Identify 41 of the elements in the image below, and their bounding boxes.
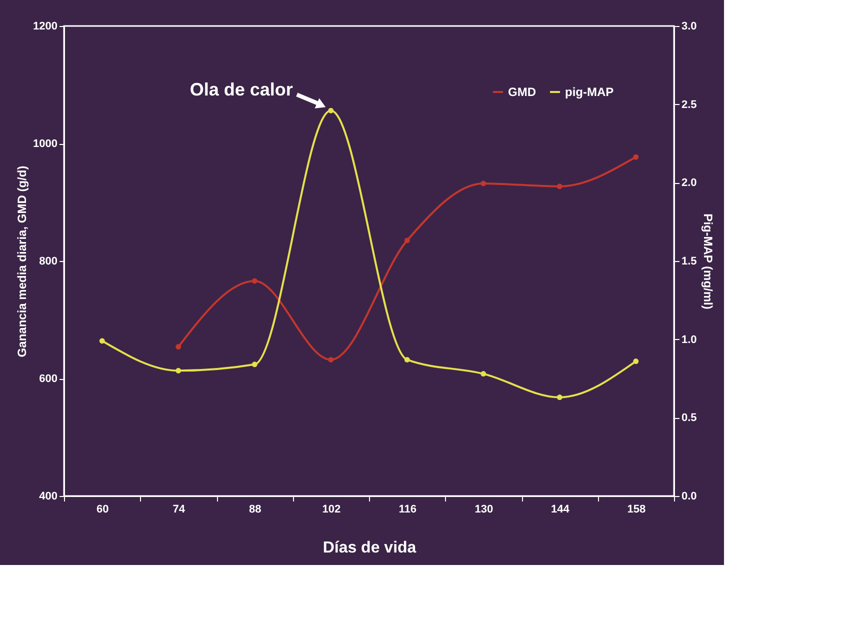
point: [328, 356, 334, 362]
x-tick-label: 144: [550, 504, 570, 516]
point: [99, 338, 105, 344]
annotation: Ola de calor: [190, 80, 293, 100]
y2-tick-label: 2.0: [682, 177, 697, 190]
y2-tick-label: 1.5: [682, 256, 697, 268]
point: [252, 362, 258, 368]
x-tick-label: 74: [172, 504, 186, 516]
point: [328, 108, 334, 114]
point: [556, 184, 562, 190]
y-tick-label: 1200: [33, 20, 58, 32]
legend-label: pig-MAP: [565, 85, 614, 99]
x-tick-label: 102: [322, 504, 341, 516]
point: [480, 371, 486, 377]
y2-tick-label: 0.0: [682, 490, 697, 502]
point: [404, 356, 410, 362]
y2-tick-label: 1.0: [682, 334, 697, 346]
point: [556, 394, 562, 400]
point: [176, 344, 182, 350]
x-tick-label: 88: [249, 504, 262, 516]
point: [480, 180, 486, 186]
x-tick-label: 60: [96, 504, 109, 516]
point: [404, 238, 410, 244]
y2-axis-title: Pig-MAP (mg/ml): [700, 214, 715, 310]
legend-label: GMD: [508, 85, 536, 99]
point: [633, 358, 639, 364]
y2-tick-label: 0.5: [682, 412, 697, 424]
x-axis-title: Días de vida: [322, 540, 416, 556]
y2-tick-label: 2.5: [682, 98, 697, 111]
x-tick-label: 116: [398, 504, 416, 516]
x-tick-label: 158: [627, 504, 646, 516]
y-tick-label: 1000: [33, 138, 58, 150]
y-tick-label: 800: [39, 256, 58, 268]
y-tick-label: 400: [39, 490, 58, 502]
point: [633, 154, 639, 160]
y-axis-title: Ganancia media diaria, GMD (g/d): [15, 166, 30, 358]
x-tick-label: 130: [474, 504, 494, 516]
point: [252, 278, 258, 284]
y-tick-label: 600: [39, 373, 58, 385]
y2-tick-label: 3.0: [682, 20, 697, 32]
point: [176, 368, 182, 374]
